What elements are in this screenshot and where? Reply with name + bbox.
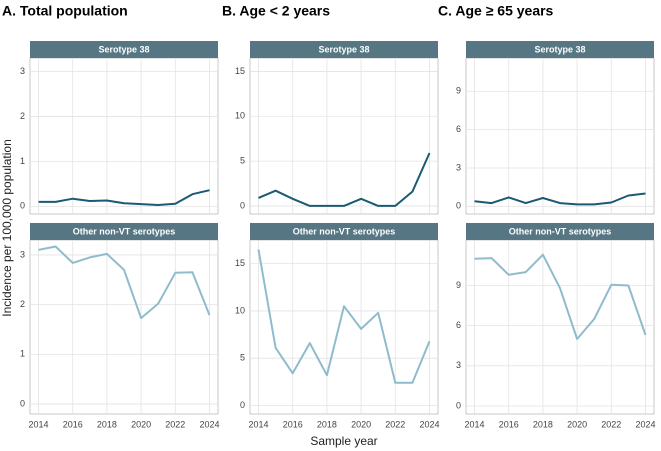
x-tick-label: 2022 bbox=[601, 419, 621, 429]
panel bbox=[29, 57, 219, 215]
y-tick-label: 6 bbox=[456, 320, 461, 330]
x-tick-label: 2024 bbox=[635, 419, 655, 429]
y-tick-label: 0 bbox=[456, 400, 461, 410]
strip bbox=[250, 223, 438, 240]
x-tick-label: 2018 bbox=[317, 419, 337, 429]
x-tick-label: 2020 bbox=[351, 419, 371, 429]
y-tick-label: 9 bbox=[456, 86, 461, 96]
x-tick-label: 2022 bbox=[165, 419, 185, 429]
facet-label: Serotype 38 bbox=[98, 44, 149, 54]
strip bbox=[250, 41, 438, 58]
y-tick-label: 0 bbox=[240, 400, 245, 410]
x-tick-label: 2024 bbox=[419, 419, 439, 429]
x-tick-label: 2022 bbox=[385, 419, 405, 429]
x-tick-label: 2016 bbox=[499, 419, 519, 429]
x-tick-label: 2020 bbox=[131, 419, 151, 429]
facet-label: Other non-VT serotypes bbox=[293, 226, 396, 236]
y-tick-label: 0 bbox=[20, 201, 25, 211]
y-tick-label: 3 bbox=[456, 360, 461, 370]
panel bbox=[249, 57, 439, 215]
panel bbox=[29, 239, 219, 415]
y-tick-label: 15 bbox=[235, 66, 245, 76]
strip bbox=[30, 223, 218, 240]
panel bbox=[465, 57, 655, 215]
y-tick-label: 0 bbox=[456, 201, 461, 211]
x-tick-label: 2016 bbox=[283, 419, 303, 429]
x-tick-label: 2014 bbox=[249, 419, 269, 429]
y-tick-label: 5 bbox=[240, 353, 245, 363]
y-tick-label: 2 bbox=[20, 111, 25, 121]
line bbox=[474, 192, 646, 206]
strip bbox=[466, 223, 654, 240]
x-tick-label: 2024 bbox=[199, 419, 219, 429]
x-tick-label: 2014 bbox=[29, 419, 49, 429]
x-tick-label: 2018 bbox=[97, 419, 117, 429]
y-tick-label: 15 bbox=[235, 258, 245, 268]
facet-label: Serotype 38 bbox=[534, 44, 585, 54]
column-title: A. Total population bbox=[2, 3, 128, 19]
line bbox=[257, 249, 431, 384]
x-tick-label: 2018 bbox=[533, 419, 553, 429]
y-tick-label: 9 bbox=[456, 280, 461, 290]
panel bbox=[249, 239, 439, 415]
y-tick-label: 5 bbox=[240, 155, 245, 165]
line bbox=[258, 152, 431, 207]
column-title: C. Age ≥ 65 years bbox=[438, 3, 554, 19]
y-tick-label: 1 bbox=[20, 156, 25, 166]
y-tick-label: 0 bbox=[20, 398, 25, 408]
y-tick-label: 3 bbox=[456, 162, 461, 172]
x-tick-label: 2020 bbox=[567, 419, 587, 429]
line bbox=[38, 189, 210, 206]
facet-label: Other non-VT serotypes bbox=[509, 226, 612, 236]
facet-label: Other non-VT serotypes bbox=[73, 226, 176, 236]
column-title: B. Age < 2 years bbox=[222, 3, 330, 19]
strip bbox=[30, 41, 218, 58]
x-axis-label: Sample year bbox=[310, 434, 377, 448]
y-axis-label: Incidence per 100,000 population bbox=[0, 139, 14, 316]
y-tick-label: 1 bbox=[20, 349, 25, 359]
y-tick-label: 0 bbox=[240, 200, 245, 210]
x-tick-label: 2016 bbox=[63, 419, 83, 429]
y-tick-label: 3 bbox=[20, 66, 25, 76]
panel bbox=[465, 239, 655, 415]
y-tick-label: 3 bbox=[20, 249, 25, 259]
y-tick-label: 2 bbox=[20, 299, 25, 309]
y-tick-label: 10 bbox=[235, 111, 245, 121]
facet-label: Serotype 38 bbox=[318, 44, 369, 54]
y-tick-label: 10 bbox=[235, 305, 245, 315]
line bbox=[474, 253, 647, 340]
line bbox=[38, 245, 211, 320]
x-tick-label: 2014 bbox=[465, 419, 485, 429]
strip bbox=[466, 41, 654, 58]
y-tick-label: 6 bbox=[456, 124, 461, 134]
